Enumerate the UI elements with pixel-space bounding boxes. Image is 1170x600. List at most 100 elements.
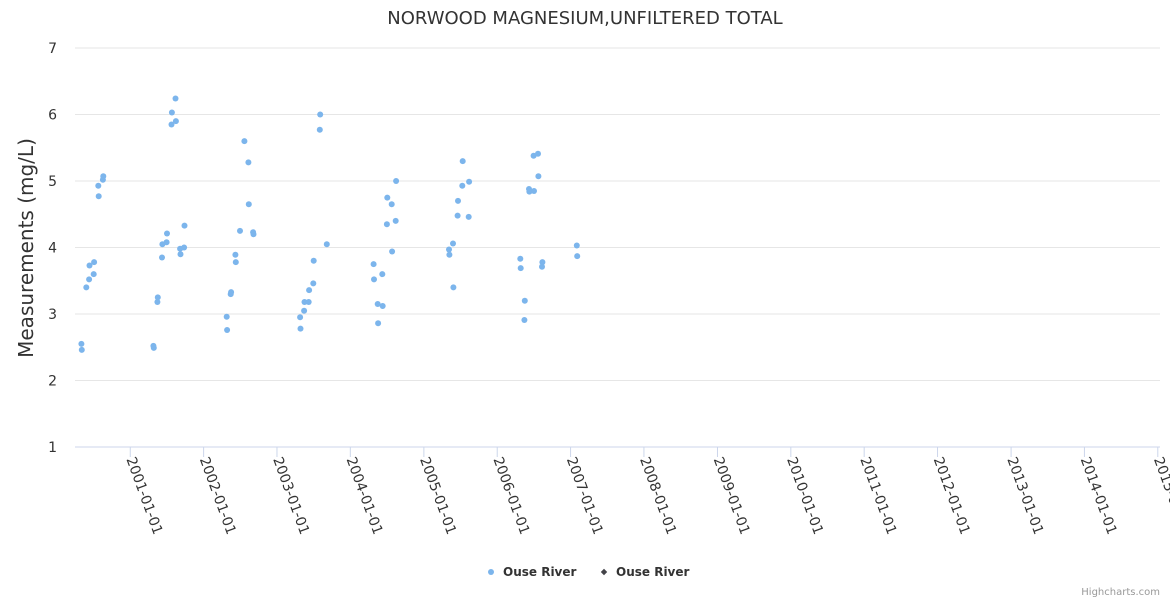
data-point[interactable] bbox=[521, 317, 528, 323]
data-point[interactable] bbox=[90, 271, 97, 278]
data-point[interactable] bbox=[224, 327, 231, 333]
data-point[interactable] bbox=[228, 289, 235, 296]
credits-label[interactable]: Highcharts.com bbox=[1081, 587, 1160, 598]
data-point[interactable] bbox=[517, 255, 524, 262]
x-tick-label: 2001-01-01 bbox=[123, 455, 166, 537]
data-point[interactable] bbox=[150, 344, 157, 351]
x-tick-label: 2014-01-01 bbox=[1077, 455, 1120, 537]
data-point[interactable] bbox=[389, 248, 396, 255]
x-tick-label: 2003-01-01 bbox=[269, 455, 312, 537]
legend-marker[interactable] bbox=[488, 569, 494, 575]
data-point[interactable] bbox=[388, 201, 395, 208]
series-1 bbox=[78, 95, 581, 353]
data-point[interactable] bbox=[168, 121, 175, 128]
data-point[interactable] bbox=[370, 261, 377, 268]
data-point[interactable] bbox=[305, 299, 312, 305]
data-point[interactable] bbox=[465, 213, 472, 220]
data-point[interactable] bbox=[301, 307, 308, 314]
data-point[interactable] bbox=[181, 222, 188, 229]
data-point[interactable] bbox=[379, 303, 386, 309]
y-tick-label: 4 bbox=[48, 241, 57, 257]
data-point[interactable] bbox=[374, 301, 381, 307]
x-tick-label: 2011-01-01 bbox=[856, 455, 899, 537]
data-point[interactable] bbox=[310, 280, 317, 287]
data-point[interactable] bbox=[517, 265, 524, 272]
data-point[interactable] bbox=[297, 314, 304, 321]
data-point[interactable] bbox=[100, 173, 107, 180]
data-point[interactable] bbox=[375, 320, 382, 327]
data-point[interactable] bbox=[454, 212, 461, 219]
data-point[interactable] bbox=[86, 262, 93, 269]
data-point[interactable] bbox=[526, 188, 533, 195]
legend-item[interactable]: Ouse River bbox=[488, 565, 577, 579]
data-point[interactable] bbox=[531, 188, 537, 194]
data-point[interactable] bbox=[245, 201, 252, 208]
data-point[interactable] bbox=[172, 118, 179, 125]
data-point[interactable] bbox=[450, 240, 456, 247]
data-point[interactable] bbox=[95, 182, 102, 189]
x-tick-label: 2010-01-01 bbox=[783, 455, 826, 537]
data-point[interactable] bbox=[78, 340, 85, 347]
data-point[interactable] bbox=[392, 217, 399, 224]
data-point[interactable] bbox=[459, 158, 466, 165]
data-point[interactable] bbox=[164, 230, 170, 237]
data-point[interactable] bbox=[177, 251, 184, 258]
data-point[interactable] bbox=[393, 178, 400, 184]
data-point[interactable] bbox=[245, 159, 252, 166]
x-tick-label: 2006-01-01 bbox=[489, 455, 532, 537]
data-point[interactable] bbox=[459, 182, 466, 189]
data-point[interactable] bbox=[306, 287, 313, 294]
data-point[interactable] bbox=[181, 244, 188, 251]
data-point[interactable] bbox=[241, 138, 248, 145]
data-point[interactable] bbox=[316, 126, 323, 133]
data-point[interactable] bbox=[383, 221, 390, 228]
data-point[interactable] bbox=[379, 271, 386, 278]
data-point[interactable] bbox=[297, 325, 304, 332]
data-point[interactable] bbox=[86, 276, 93, 283]
data-point[interactable] bbox=[521, 297, 528, 304]
legend-item[interactable]: Ouse River bbox=[600, 565, 690, 579]
x-tick-label: 2005-01-01 bbox=[416, 455, 459, 537]
data-point[interactable] bbox=[237, 227, 243, 234]
data-point[interactable] bbox=[446, 246, 452, 253]
data-point[interactable] bbox=[232, 259, 239, 266]
data-point[interactable] bbox=[371, 276, 377, 283]
data-point[interactable] bbox=[232, 251, 239, 258]
data-point[interactable] bbox=[384, 194, 391, 201]
data-point[interactable] bbox=[301, 299, 308, 305]
y-tick-label: 5 bbox=[48, 174, 57, 190]
data-point[interactable] bbox=[573, 242, 580, 249]
data-point[interactable] bbox=[446, 251, 453, 258]
data-point[interactable] bbox=[539, 263, 545, 270]
data-point[interactable] bbox=[455, 197, 461, 204]
x-tick-label: 2009-01-01 bbox=[710, 455, 753, 537]
chart-title: NORWOOD MAGNESIUM,UNFILTERED TOTAL bbox=[387, 8, 782, 29]
data-point[interactable] bbox=[310, 257, 317, 264]
data-point[interactable] bbox=[317, 111, 324, 118]
data-point[interactable] bbox=[95, 193, 102, 200]
legend-marker[interactable] bbox=[600, 568, 608, 576]
x-tick-label: 2008-01-01 bbox=[636, 455, 679, 537]
legend[interactable]: Ouse River Ouse River bbox=[488, 565, 690, 579]
data-point[interactable] bbox=[91, 259, 98, 266]
data-point[interactable] bbox=[450, 284, 457, 291]
data-point[interactable] bbox=[539, 259, 546, 266]
data-point[interactable] bbox=[535, 150, 541, 157]
data-point[interactable] bbox=[223, 313, 230, 320]
data-point[interactable] bbox=[168, 109, 175, 116]
data-point[interactable] bbox=[466, 178, 473, 185]
data-point[interactable] bbox=[78, 346, 85, 353]
data-point[interactable] bbox=[163, 239, 170, 246]
data-point[interactable] bbox=[172, 95, 179, 102]
data-point[interactable] bbox=[535, 173, 542, 180]
data-point[interactable] bbox=[250, 231, 257, 238]
data-point[interactable] bbox=[159, 254, 165, 261]
data-point[interactable] bbox=[154, 299, 161, 305]
data-point[interactable] bbox=[574, 253, 581, 260]
data-point[interactable] bbox=[323, 241, 330, 248]
data-point[interactable] bbox=[154, 294, 161, 301]
data-point[interactable] bbox=[83, 284, 90, 291]
axes: 1 2 3 4 5 6 7 2001-01-01 2002-01-01 2003-01-01 200… bbox=[48, 41, 1170, 537]
x-tick-label: 2007-01-01 bbox=[563, 455, 606, 537]
